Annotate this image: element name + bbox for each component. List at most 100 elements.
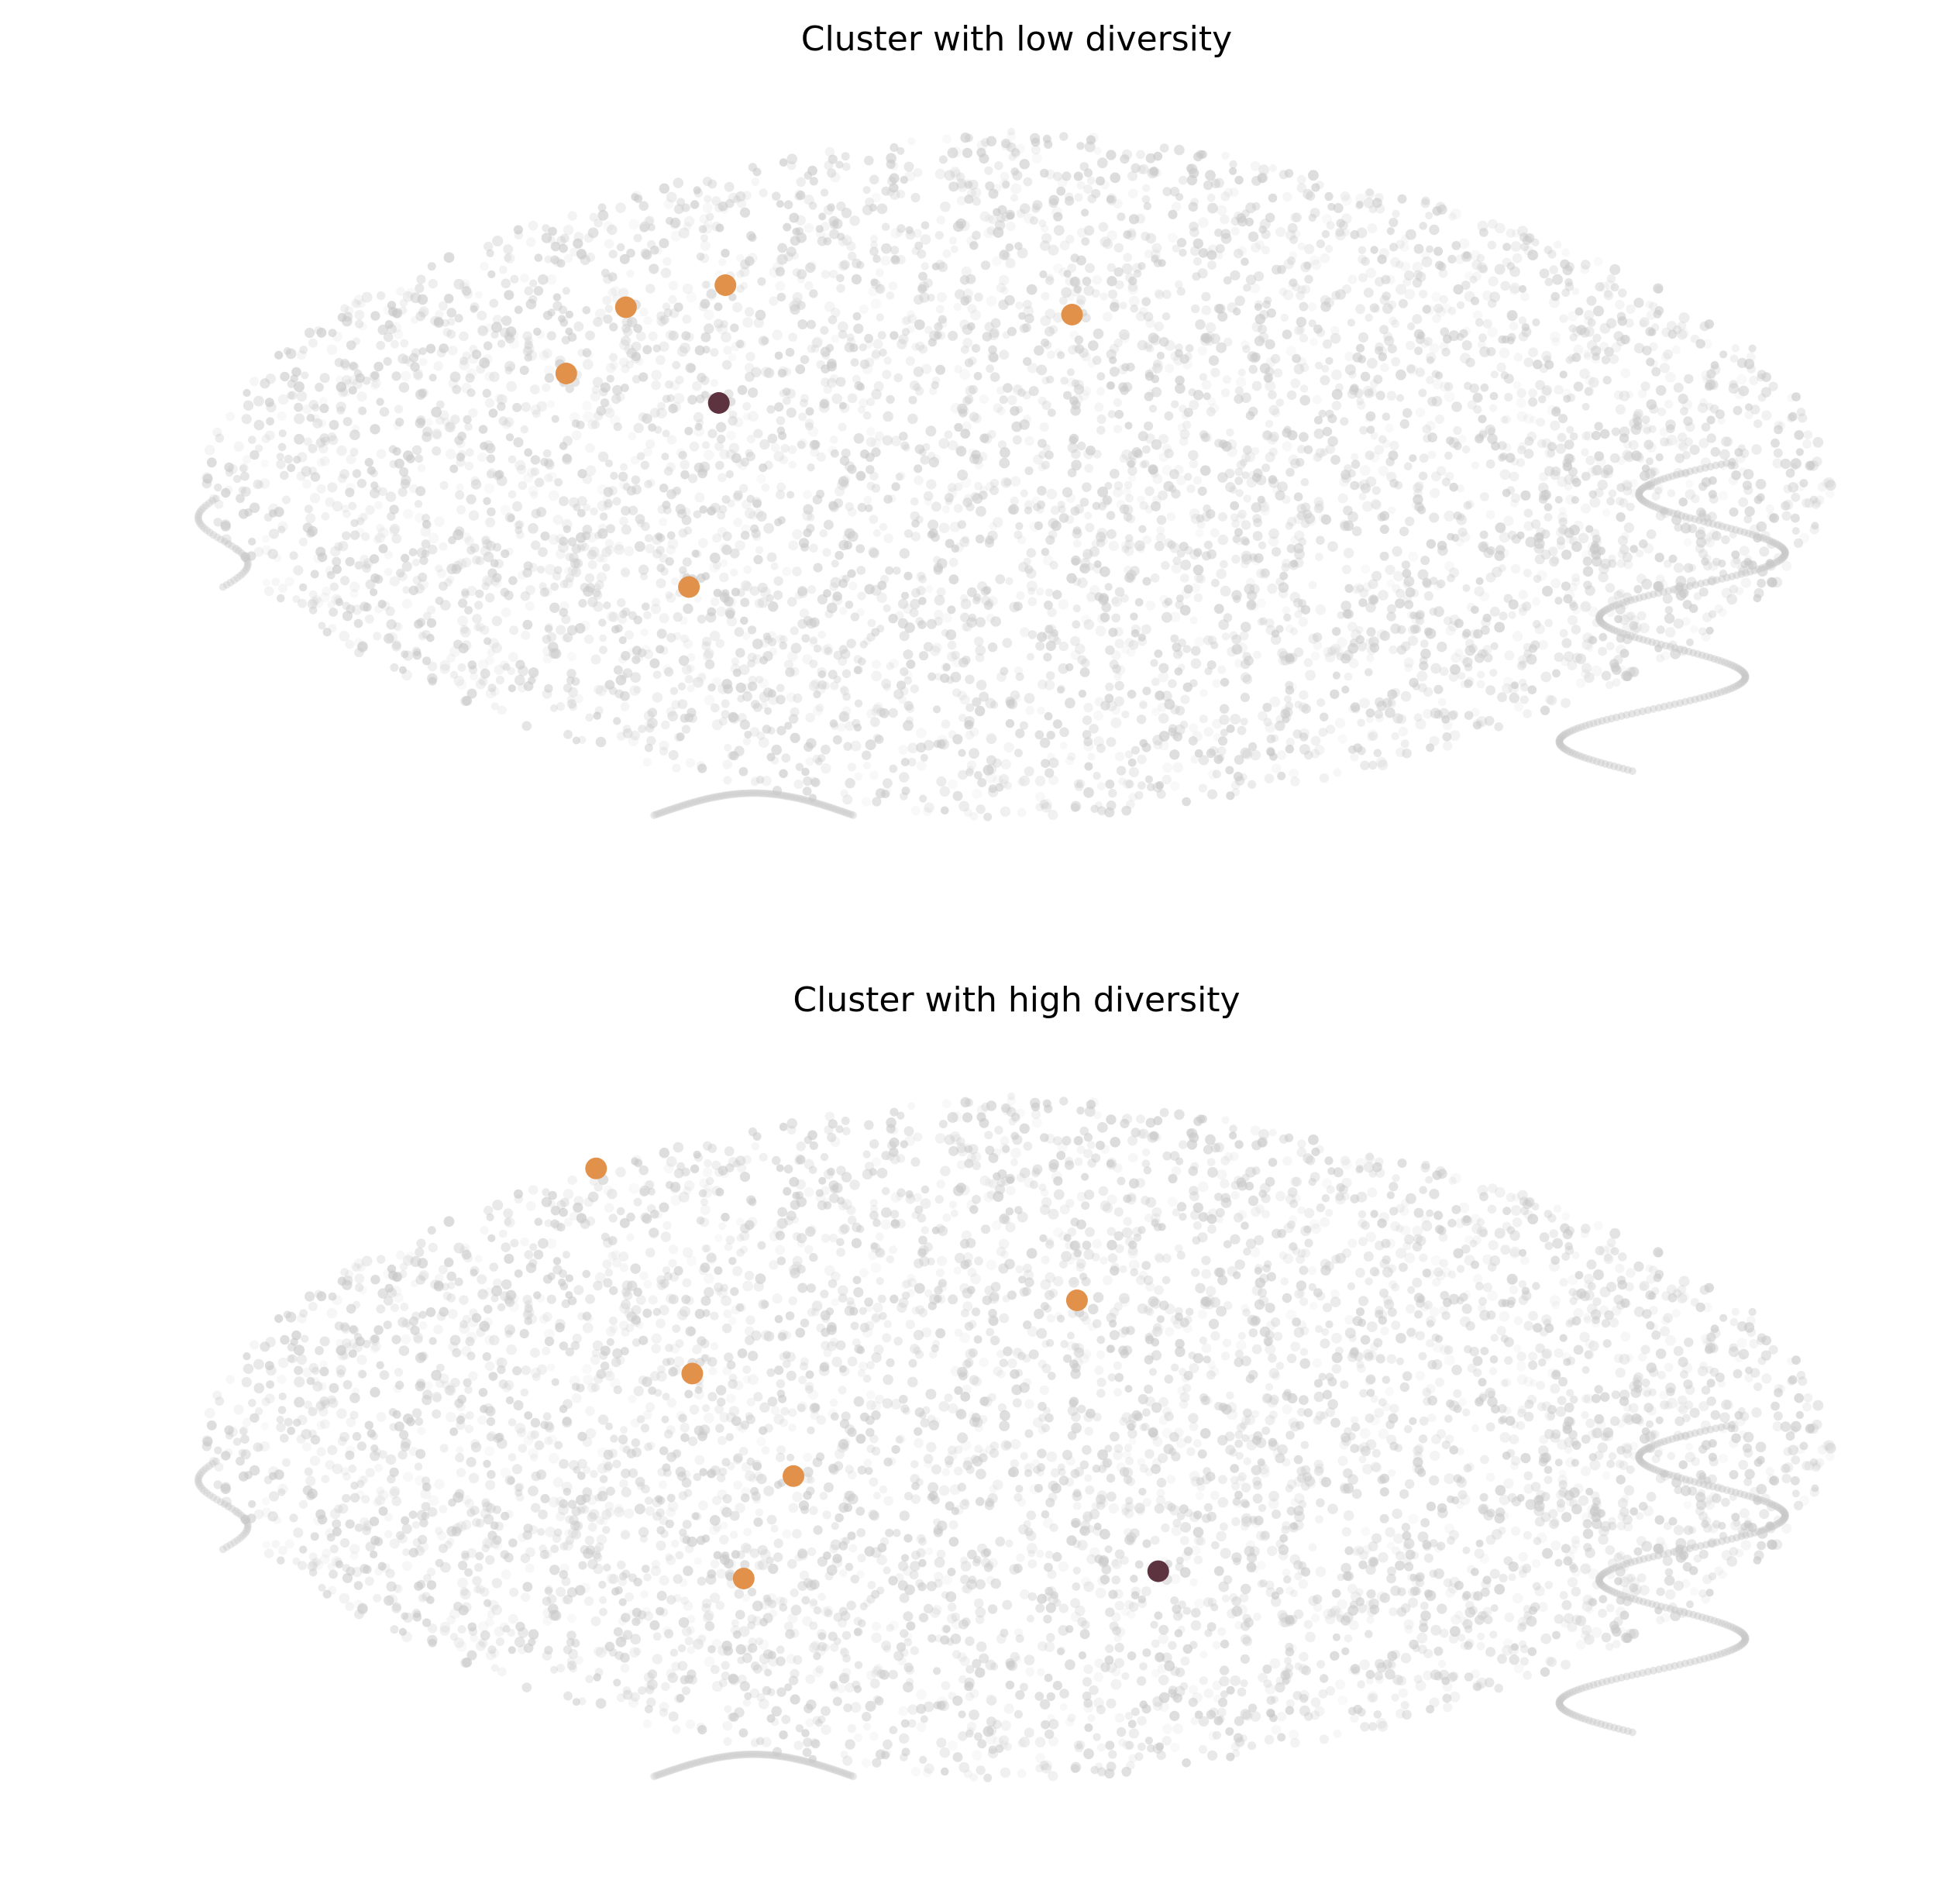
background-point <box>1562 461 1572 472</box>
background-point <box>284 454 293 464</box>
background-point <box>1162 690 1172 701</box>
background-point <box>1268 475 1278 484</box>
background-point <box>1460 655 1469 664</box>
background-point <box>1294 530 1305 541</box>
background-point <box>1554 597 1563 605</box>
background-point <box>1179 604 1191 616</box>
background-point <box>619 479 629 490</box>
background-point <box>890 143 899 152</box>
background-point <box>811 337 823 349</box>
background-point <box>779 641 788 650</box>
background-point <box>1623 481 1633 491</box>
background-point <box>1344 672 1353 681</box>
background-point <box>574 694 583 704</box>
background-point <box>1362 582 1372 592</box>
background-point <box>736 270 745 278</box>
background-point <box>831 594 843 606</box>
background-point <box>1058 641 1069 652</box>
background-point <box>1643 426 1651 435</box>
background-point <box>1729 380 1738 389</box>
background-point <box>936 331 946 340</box>
background-point <box>1666 321 1678 332</box>
background-point <box>637 519 645 528</box>
background-point <box>256 480 264 489</box>
background-point <box>528 676 536 685</box>
background-point <box>903 315 912 325</box>
background-point <box>1743 557 1752 566</box>
background-point <box>394 418 404 427</box>
background-point <box>1655 385 1667 396</box>
background-point <box>1440 327 1450 337</box>
background-point <box>447 345 458 356</box>
background-point <box>1457 672 1466 680</box>
background-point <box>1516 531 1525 540</box>
background-point <box>484 483 495 494</box>
background-point <box>502 663 511 671</box>
background-point <box>1508 599 1519 610</box>
background-point <box>1299 728 1310 739</box>
background-point <box>582 306 591 315</box>
background-point <box>604 539 614 549</box>
background-point <box>1444 391 1455 403</box>
background-point <box>1067 442 1079 453</box>
background-point <box>446 575 455 584</box>
background-point <box>1271 734 1279 742</box>
background-point <box>1544 246 1553 254</box>
background-point <box>1047 408 1056 417</box>
background-point <box>1757 578 1767 588</box>
background-point <box>1560 657 1570 666</box>
background-point <box>334 542 343 551</box>
background-point <box>1015 672 1024 681</box>
background-point <box>1229 631 1238 640</box>
background-point <box>1471 461 1479 470</box>
background-point <box>559 442 568 450</box>
background-point <box>1235 489 1244 498</box>
background-point <box>455 490 465 500</box>
background-point <box>965 730 975 740</box>
background-point <box>569 553 579 563</box>
background-point <box>913 229 922 238</box>
background-point <box>613 665 623 675</box>
background-point <box>1341 564 1351 574</box>
background-point <box>1355 304 1365 315</box>
background-point <box>1573 381 1584 392</box>
background-point <box>438 581 448 591</box>
background-point <box>592 588 601 597</box>
background-point <box>1367 223 1378 234</box>
background-point <box>466 494 477 504</box>
background-point <box>871 447 881 457</box>
background-point <box>307 599 318 610</box>
background-point <box>1232 535 1241 543</box>
background-point <box>693 549 702 559</box>
background-point <box>776 482 786 492</box>
background-point <box>1072 539 1082 548</box>
background-point <box>1363 287 1374 298</box>
background-point <box>466 388 476 398</box>
background-point <box>1017 777 1026 787</box>
background-point <box>337 312 347 322</box>
background-point <box>446 420 456 430</box>
background-point <box>1618 288 1627 298</box>
background-point <box>1500 371 1509 380</box>
background-point <box>453 278 465 290</box>
background-point <box>807 260 817 270</box>
background-point <box>1131 629 1140 638</box>
background-point <box>1402 408 1413 418</box>
background-point <box>549 534 559 546</box>
background-point <box>1038 439 1047 448</box>
background-point <box>1612 678 1621 687</box>
background-point <box>769 296 779 306</box>
background-point <box>938 261 948 273</box>
background-point <box>1251 322 1263 332</box>
background-point <box>1385 564 1396 575</box>
background-point <box>1402 580 1411 589</box>
background-point <box>1719 449 1730 460</box>
background-point <box>1433 684 1444 694</box>
background-point <box>1136 312 1146 322</box>
background-point <box>829 374 839 384</box>
background-point <box>1511 534 1522 544</box>
background-point <box>1413 713 1423 722</box>
background-point <box>692 677 704 688</box>
background-point <box>416 618 426 627</box>
background-point <box>1103 312 1113 322</box>
